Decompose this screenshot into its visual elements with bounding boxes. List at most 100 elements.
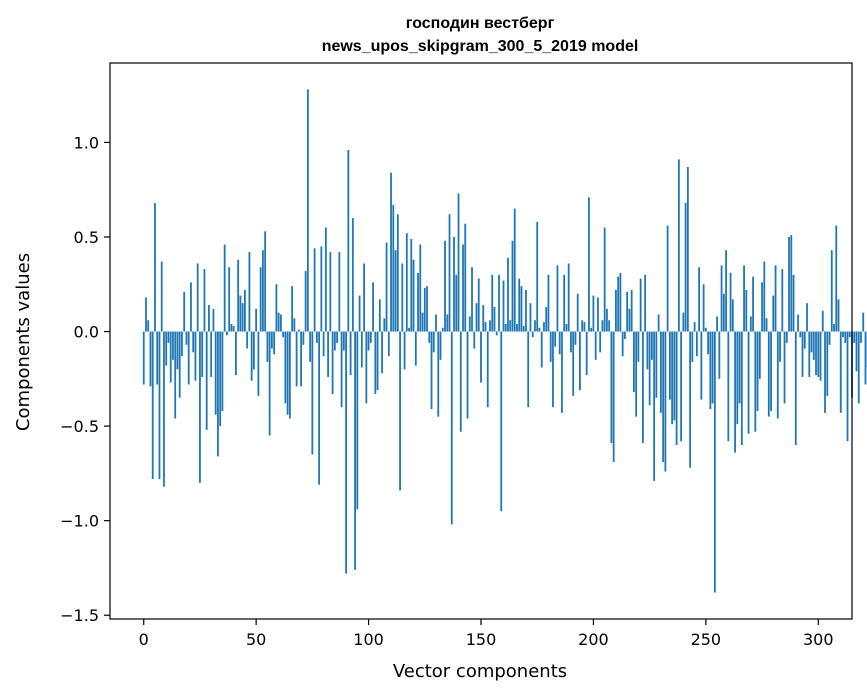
bar-139	[455, 274, 458, 332]
bar-251	[707, 331, 709, 355]
bar-4	[151, 331, 154, 480]
bar-171	[527, 331, 530, 408]
bar-150	[480, 331, 482, 383]
bar-267	[743, 265, 745, 332]
bar-97	[360, 331, 363, 368]
bar-10	[165, 331, 168, 366]
bar-177	[540, 331, 543, 368]
bar-192	[574, 331, 577, 345]
bar-200	[592, 295, 595, 332]
bar-165	[513, 208, 516, 332]
bar-1	[145, 297, 147, 332]
bar-41	[235, 331, 237, 376]
bar-195	[581, 320, 584, 332]
bar-45	[244, 289, 246, 332]
bar-124	[421, 312, 424, 332]
y-tick-label: 1.0	[74, 133, 99, 152]
bar-126	[426, 286, 428, 332]
bar-313	[846, 331, 849, 442]
x-tick-label: 100	[353, 630, 384, 649]
bar-176	[538, 327, 541, 332]
bar-54	[264, 231, 267, 332]
bar-19	[185, 331, 188, 345]
bar-180	[547, 274, 550, 332]
bar-25	[199, 331, 201, 483]
bar-142	[462, 244, 464, 332]
bar-193	[576, 293, 579, 332]
bar-210	[615, 289, 617, 332]
bar-12	[169, 331, 172, 383]
bar-68	[295, 331, 298, 387]
bar-213	[621, 331, 624, 357]
bar-232	[664, 331, 667, 472]
bar-44	[241, 303, 244, 332]
bar-296	[808, 331, 811, 377]
bar-188	[565, 323, 568, 332]
bar-181	[549, 331, 552, 362]
bar-204	[601, 320, 604, 332]
bar-161	[504, 323, 507, 332]
bar-122	[417, 272, 419, 332]
y-axis-label: Components values	[13, 253, 34, 431]
bar-63	[284, 331, 287, 404]
bar-34	[219, 331, 222, 427]
bar-201	[594, 331, 597, 360]
bar-253	[711, 331, 714, 404]
bar-16	[178, 331, 181, 398]
bar-145	[468, 316, 471, 332]
bar-115	[401, 263, 404, 332]
bar-147	[473, 331, 476, 349]
bar-77	[315, 331, 318, 343]
bar-292	[799, 331, 802, 338]
bar-183	[554, 331, 557, 347]
bar-215	[626, 291, 629, 332]
bar-91	[347, 149, 350, 332]
bar-263	[734, 331, 736, 453]
bar-194	[579, 331, 581, 391]
bar-300	[817, 331, 820, 377]
bar-11	[167, 331, 170, 343]
bar-191	[572, 331, 575, 396]
bar-265	[738, 331, 741, 404]
bar-111	[392, 204, 395, 332]
bar-14	[174, 331, 177, 419]
bar-282	[776, 331, 779, 419]
bar-206	[606, 308, 608, 332]
bar-289	[792, 274, 795, 332]
bar-81	[324, 227, 327, 332]
bar-224	[646, 331, 649, 370]
bar-298	[812, 331, 815, 360]
bar-205	[603, 227, 606, 332]
bar-133	[441, 327, 444, 332]
bar-233	[666, 225, 669, 332]
bar-13	[172, 331, 174, 360]
bar-287	[788, 236, 790, 332]
bar-214	[624, 331, 626, 340]
bar-304	[826, 331, 829, 396]
bar-2	[147, 320, 150, 332]
bar-169	[522, 325, 525, 332]
bar-178	[543, 322, 545, 332]
bar-268	[745, 289, 748, 332]
bar-95	[356, 331, 359, 510]
bar-306	[830, 250, 833, 332]
bar-248	[700, 331, 703, 400]
bar-87	[338, 252, 341, 332]
bar-128	[430, 331, 433, 410]
bar-218	[633, 331, 635, 393]
bar-138	[453, 236, 455, 332]
y-tick-label: 0.0	[74, 323, 99, 342]
bar-31	[212, 308, 215, 332]
bar-37	[226, 331, 228, 336]
bar-203	[599, 331, 602, 353]
bar-198	[588, 197, 590, 332]
bar-26	[201, 331, 204, 377]
bar-66	[291, 286, 294, 332]
bar-55	[266, 331, 269, 362]
bar-219	[635, 331, 638, 417]
bar-308	[835, 225, 838, 332]
bar-241	[684, 202, 687, 332]
bar-318	[857, 331, 860, 404]
bar-94	[354, 331, 356, 570]
bar-155	[491, 274, 494, 332]
